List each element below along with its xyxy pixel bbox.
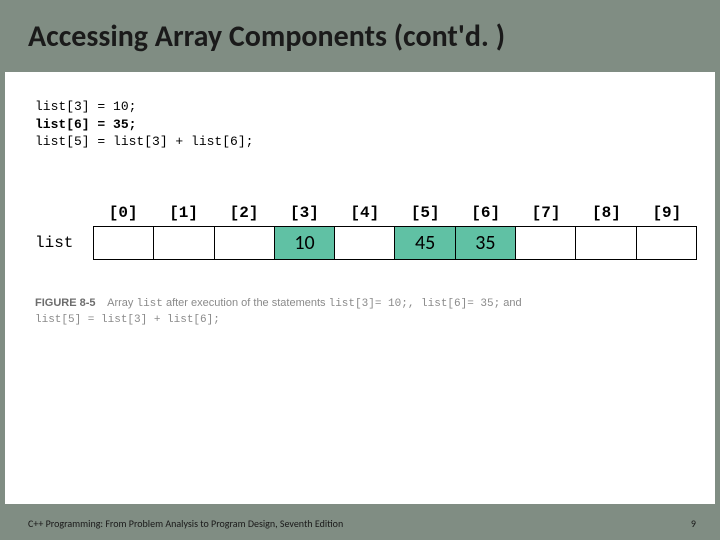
array-cell	[153, 227, 213, 259]
array-cell	[214, 227, 274, 259]
code-line: list[3] = 10;	[35, 98, 253, 116]
index-label: [4]	[335, 204, 395, 222]
array-cell: 35	[455, 227, 515, 259]
slide-title: Accessing Array Components (cont'd. )	[28, 18, 692, 55]
slide-body: list[3] = 10; list[6] = 35; list[5] = li…	[5, 72, 715, 504]
caption-code: list[3]= 10;, list[6]= 35;	[329, 298, 501, 310]
array-name-label: list	[35, 226, 93, 260]
index-label: [2]	[214, 204, 274, 222]
array-cell: 10	[274, 227, 334, 259]
index-label: [7]	[516, 204, 576, 222]
slide: Accessing Array Components (cont'd. ) li…	[0, 0, 720, 540]
slide-header: Accessing Array Components (cont'd. )	[0, 0, 720, 69]
index-label: [1]	[153, 204, 213, 222]
array-cell	[334, 227, 394, 259]
caption-text: Array	[107, 297, 136, 309]
footer-text: C++ Programming: From Problem Analysis t…	[28, 517, 343, 530]
figure-number: FIGURE 8-5	[35, 297, 96, 309]
array-cell	[515, 227, 575, 259]
caption-text: and	[500, 297, 521, 309]
figure-caption: FIGURE 8-5 Array list after execution of…	[35, 296, 691, 329]
index-label: [5]	[395, 204, 455, 222]
code-snippet: list[3] = 10; list[6] = 35; list[5] = li…	[35, 98, 253, 151]
slide-footer: C++ Programming: From Problem Analysis t…	[28, 517, 696, 530]
array-cell: 45	[394, 227, 454, 259]
array-cell	[93, 227, 153, 259]
code-line: list[5] = list[3] + list[6];	[35, 133, 253, 151]
caption-text: after execution of the statements	[163, 297, 329, 309]
array-cells: 10 45 35	[93, 226, 697, 260]
index-label: [3]	[274, 204, 334, 222]
caption-code: list[5] = list[3] + list[6];	[35, 314, 220, 326]
code-line: list[6] = 35;	[35, 116, 253, 134]
array-cell	[575, 227, 635, 259]
index-label: [8]	[576, 204, 636, 222]
array-cell	[636, 227, 696, 259]
index-label: [9]	[637, 204, 697, 222]
caption-code: list	[136, 298, 162, 310]
index-row: [0] [1] [2] [3] [4] [5] [6] [7] [8] [9]	[93, 204, 697, 222]
page-number: 9	[691, 517, 696, 530]
index-label: [6]	[455, 204, 515, 222]
array-row: list 10 45 35	[35, 226, 697, 260]
array-figure: [0] [1] [2] [3] [4] [5] [6] [7] [8] [9] …	[35, 204, 697, 260]
index-label: [0]	[93, 204, 153, 222]
